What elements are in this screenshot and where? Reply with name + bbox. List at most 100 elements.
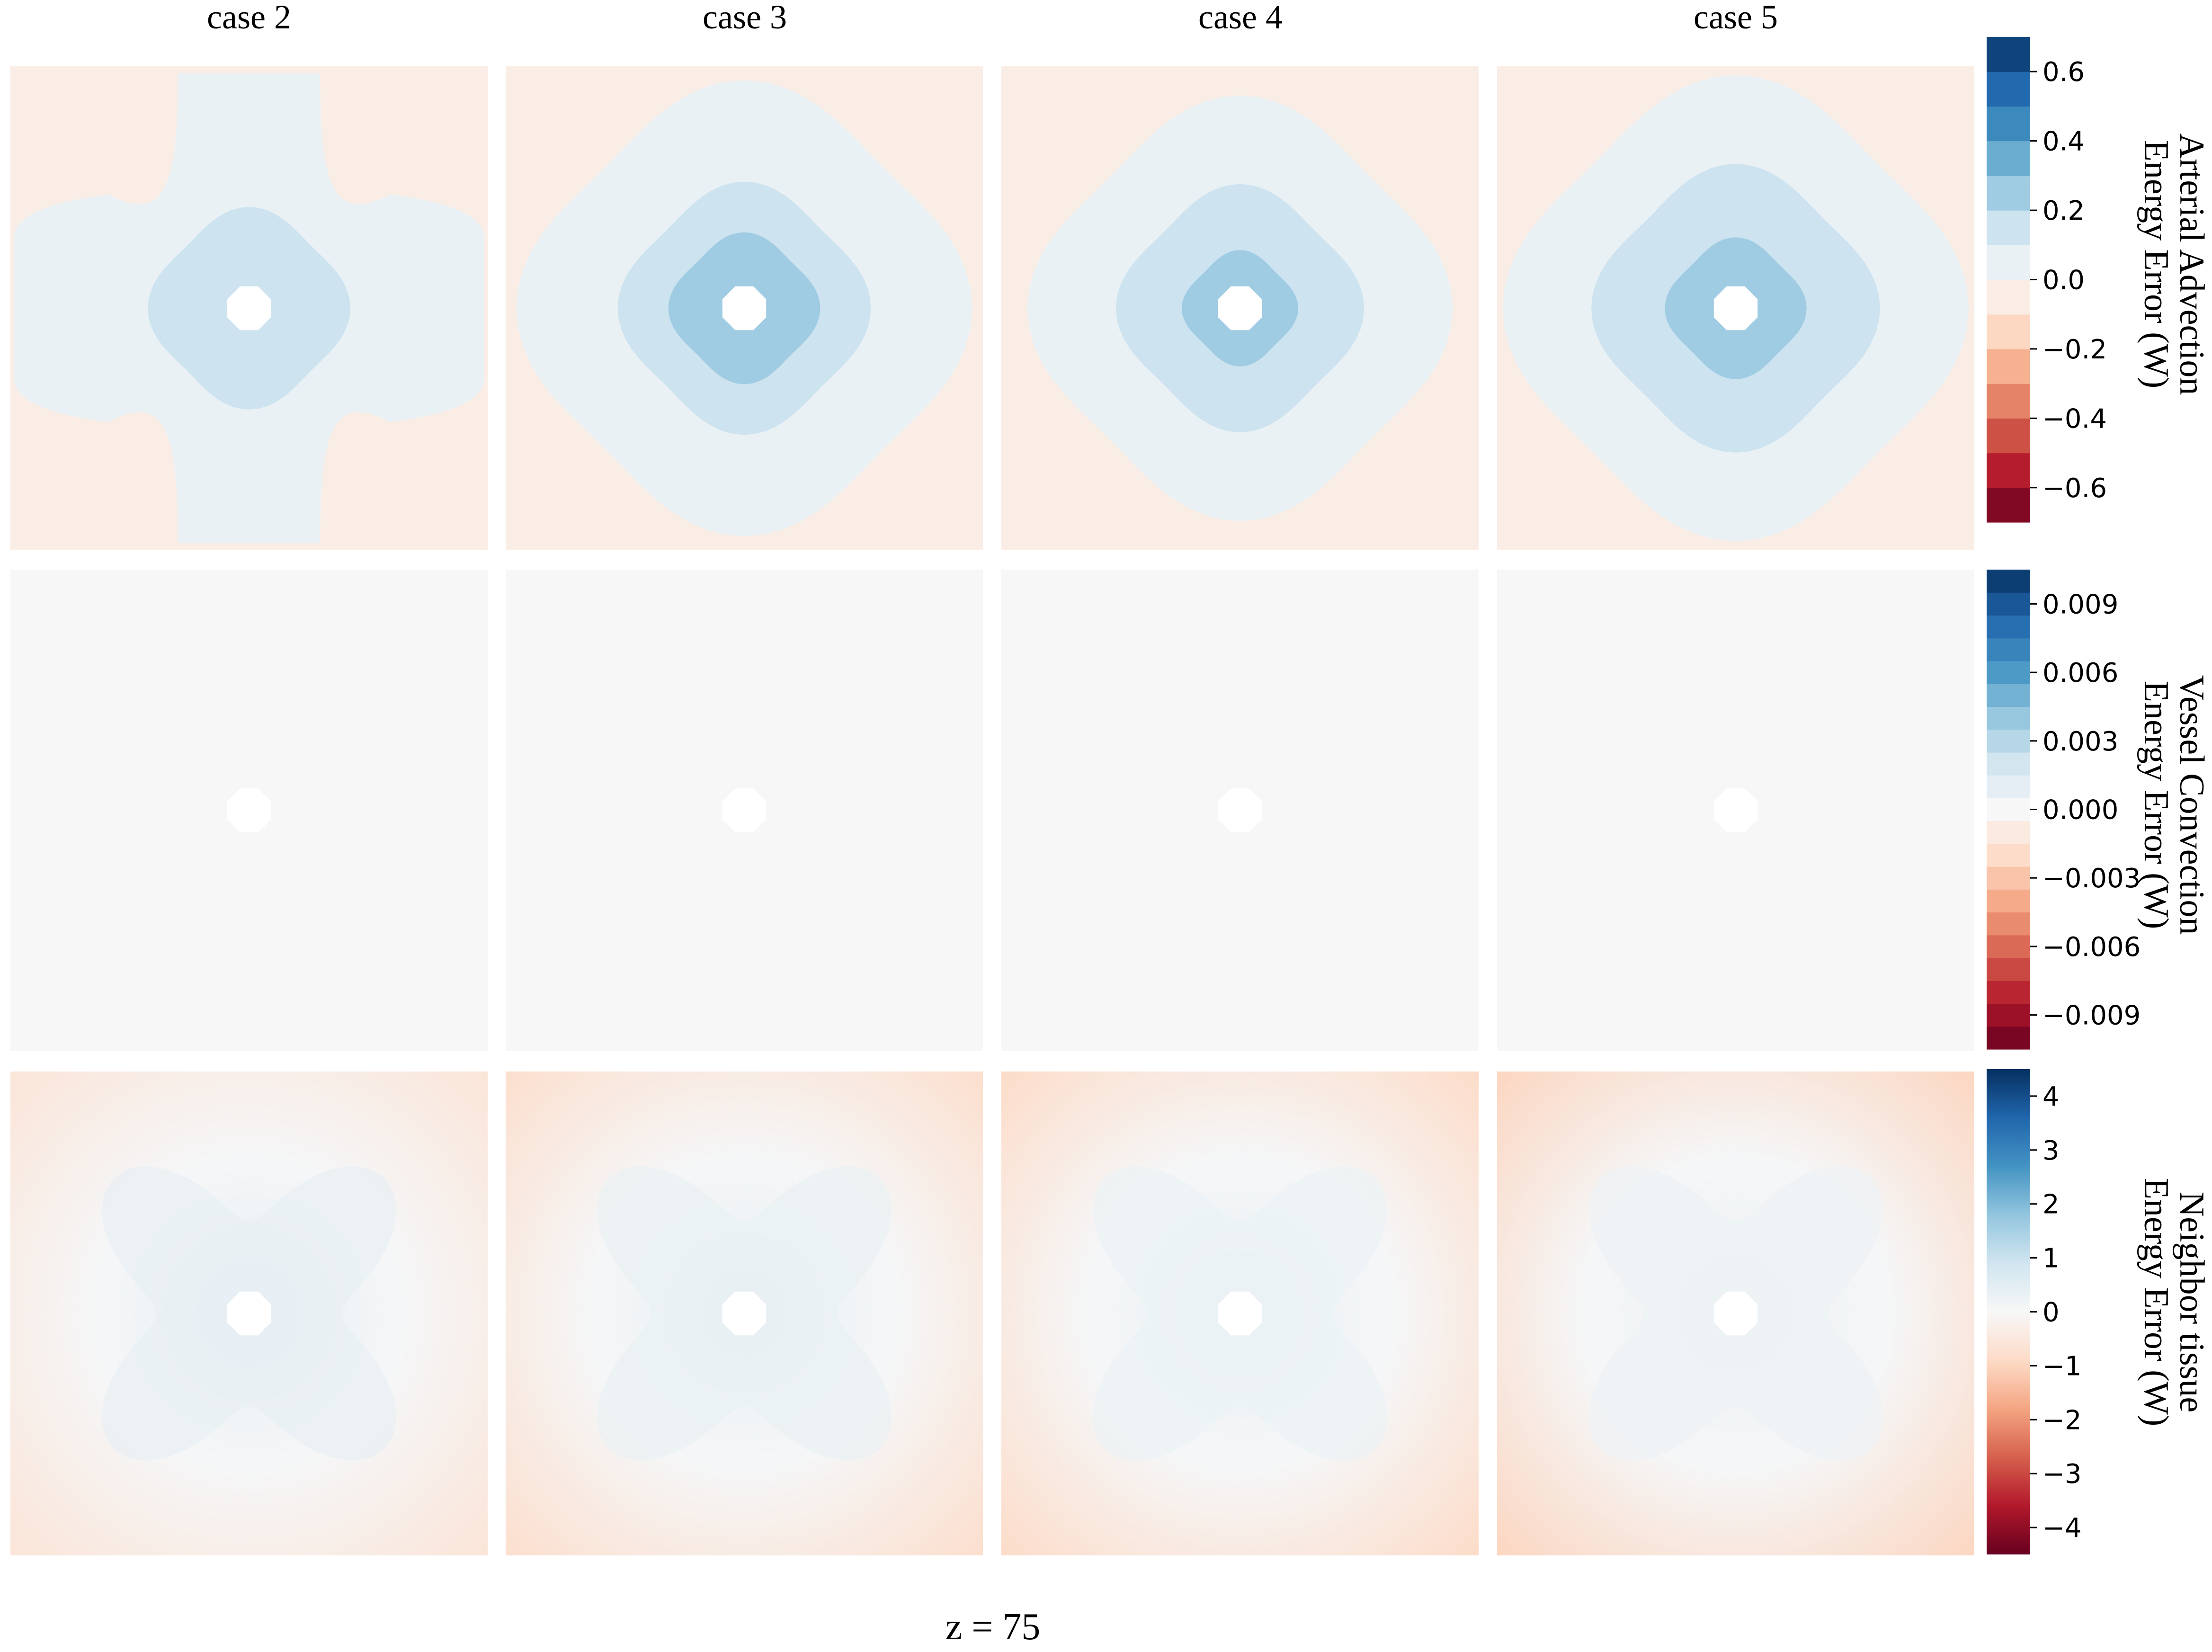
panel-arterial-2 (10, 66, 488, 550)
panel-arterial-5 (1497, 66, 1974, 550)
vessel-hole (1218, 1291, 1262, 1336)
vessel-hole (227, 1291, 271, 1336)
colorbar-neighbor-tissue: 4 3 2 1 0 −1 −2 −3 −4 (1987, 1069, 2082, 1554)
colorbar-segment (1987, 245, 2030, 280)
panel-neighbor-4 (1001, 1072, 1479, 1555)
colorbar-segment (1987, 71, 2030, 107)
panel-neighbor-5 (1497, 1072, 1974, 1555)
colorbar-segment (1987, 314, 2030, 349)
colorbar-tick-label: 0.009 (2043, 589, 2118, 620)
colorbar-tick-label: −0.4 (2043, 403, 2107, 434)
column-title-case-5: case 5 (1694, 0, 1778, 36)
colorbar-segment (1987, 661, 2030, 684)
panel-vessel-4 (1001, 570, 1479, 1051)
colorbar-segment (1987, 958, 2030, 981)
colorbar-segment (1987, 1026, 2030, 1050)
colorbar-tick-label: −4 (2043, 1513, 2082, 1544)
colorbar-segment (1987, 1003, 2030, 1027)
colorbar-segment (1987, 279, 2030, 315)
colorbar-segment (1987, 775, 2030, 798)
colorbar-segment (1987, 615, 2030, 639)
colorbar-segment (1987, 384, 2030, 419)
colorbar-segment (1987, 729, 2030, 753)
colorbar-tick-label: 0.4 (2043, 126, 2085, 157)
colorbar-label-arterial-line2: Energy Error (W) (2137, 140, 2176, 389)
vessel-hole (1218, 788, 1262, 832)
colorbar-tick-label: 0.006 (2043, 658, 2118, 688)
panel-neighbor-3 (506, 1072, 983, 1555)
colorbar-label-neighbor-line2: Energy Error (W) (2137, 1178, 2176, 1427)
panel-neighbor-2 (10, 1072, 488, 1555)
panel-arterial-3 (506, 66, 983, 550)
vessel-hole (1713, 286, 1758, 330)
colorbar-tick-label: −0.003 (2043, 863, 2141, 894)
colorbar-label-arterial-line1: Arterial Advection (2172, 134, 2211, 395)
colorbar-tick-label: 0.6 (2043, 57, 2085, 88)
colorbar-tick-label: 0.2 (2043, 196, 2085, 226)
colorbar-segment (1987, 453, 2030, 488)
colorbar-segment (1987, 981, 2030, 1004)
colorbar-segment (1987, 866, 2030, 890)
column-title-case-3: case 3 (703, 0, 787, 36)
colorbar-segment (1987, 141, 2030, 176)
vessel-hole (227, 788, 271, 832)
vessel-hole (722, 788, 767, 832)
vessel-hole (722, 286, 767, 330)
colorbar-tick-label: 0.003 (2043, 726, 2118, 757)
colorbar-gradient (1987, 1069, 2030, 1554)
colorbar-segment (1987, 570, 2030, 593)
colorbar-segment (1987, 210, 2030, 245)
vessel-hole (227, 286, 271, 330)
colorbar-segment (1987, 487, 2030, 523)
colorbar-segment (1987, 706, 2030, 730)
row-arterial-advection (10, 66, 1974, 550)
panel-vessel-2 (10, 570, 488, 1051)
colorbar-tick-label: −0.2 (2043, 334, 2107, 365)
colorbar-tick-label: 2 (2043, 1189, 2060, 1220)
colorbar-segment (1987, 106, 2030, 142)
colorbar-segment (1987, 889, 2030, 913)
colorbar-segment (1987, 348, 2030, 384)
colorbar-segment (1987, 935, 2030, 958)
vessel-hole (1218, 286, 1262, 330)
panel-vessel-3 (506, 570, 983, 1051)
colorbar-segment (1987, 175, 2030, 211)
colorbar-tick-label: 0.0 (2043, 265, 2085, 296)
row-vessel-convection (10, 570, 1974, 1051)
colorbar-segment (1987, 821, 2030, 844)
colorbar-label-neighbor-line1: Neighbor tissue (2172, 1192, 2211, 1413)
colorbar-segment (1987, 684, 2030, 707)
colorbar-tick-label: 1 (2043, 1243, 2060, 1274)
colorbar-segment (1987, 37, 2030, 72)
colorbar-tick-label: 4 (2043, 1081, 2060, 1112)
column-title-case-4: case 4 (1198, 0, 1283, 36)
column-title-case-2: case 2 (207, 0, 291, 36)
vessel-hole (1713, 1291, 1758, 1336)
colorbar-tick-label: −3 (2043, 1459, 2082, 1490)
colorbar-segment (1987, 752, 2030, 776)
row-neighbor-tissue (10, 1072, 1974, 1555)
vessel-hole (722, 1291, 767, 1336)
colorbar-tick-label: 0 (2043, 1297, 2060, 1328)
colorbar-segment (1987, 912, 2030, 936)
panel-vessel-5 (1497, 570, 1974, 1051)
colorbar-tick-label: −0.009 (2043, 1000, 2141, 1031)
colorbar-label-vessel-line1: Vessel Convection (2172, 675, 2211, 935)
colorbar-arterial-advection: 0.6 0.4 0.2 0.0 −0.2 −0.4 −0.6 (1987, 37, 2107, 523)
colorbar-vessel-convection: 0.009 0.006 0.003 0.000 −0.003 −0.006 −0.009 (1987, 570, 2141, 1050)
colorbar-segment (1987, 798, 2030, 822)
colorbar-tick-label: 0.000 (2043, 795, 2118, 826)
footer-z-label: z = 75 (945, 1606, 1041, 1648)
colorbar-segment (1987, 418, 2030, 454)
panel-arterial-4 (1001, 66, 1479, 550)
colorbar-tick-label: −0.6 (2043, 473, 2107, 504)
colorbar-segment (1987, 592, 2030, 616)
colorbar-tick-label: −2 (2043, 1405, 2082, 1436)
colorbar-segment (1987, 638, 2030, 661)
colorbar-tick-label: 3 (2043, 1135, 2060, 1166)
vessel-hole (1713, 788, 1758, 832)
colorbar-tick-label: −1 (2043, 1351, 2082, 1382)
colorbar-label-vessel-line2: Energy Error (W) (2137, 681, 2176, 929)
colorbar-tick-label: −0.006 (2043, 932, 2141, 963)
